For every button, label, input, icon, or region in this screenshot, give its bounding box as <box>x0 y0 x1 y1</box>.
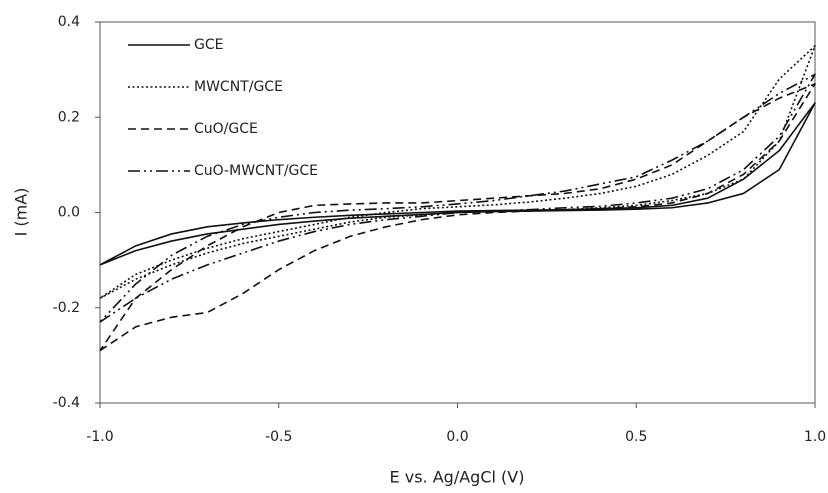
cv-curve <box>99 73 816 323</box>
y-axis-label: I (mA) <box>12 188 31 237</box>
y-tick-label: 0.0 <box>58 205 80 221</box>
y-tick-label: 0.4 <box>58 14 80 30</box>
cv-curve <box>99 83 816 352</box>
legend-label: CuO-MWCNT/GCE <box>194 163 318 179</box>
legend-label: MWCNT/GCE <box>194 79 283 95</box>
y-tick-label: -0.2 <box>53 300 80 316</box>
legend-label: CuO/GCE <box>194 121 258 137</box>
x-tick-label: 0.0 <box>446 429 468 445</box>
x-tick-label: 1.0 <box>804 429 826 445</box>
x-axis-label: E vs. Ag/AgCl (V) <box>390 468 525 487</box>
x-tick-label: -1.0 <box>86 429 113 445</box>
y-tick-label: 0.2 <box>58 109 80 125</box>
x-tick-label: 0.5 <box>625 429 647 445</box>
y-tick-label: -0.4 <box>53 395 80 411</box>
cv-curve <box>99 45 816 299</box>
x-tick-label: -0.5 <box>265 429 292 445</box>
cv-curve <box>99 102 816 266</box>
legend-label: GCE <box>194 37 223 53</box>
